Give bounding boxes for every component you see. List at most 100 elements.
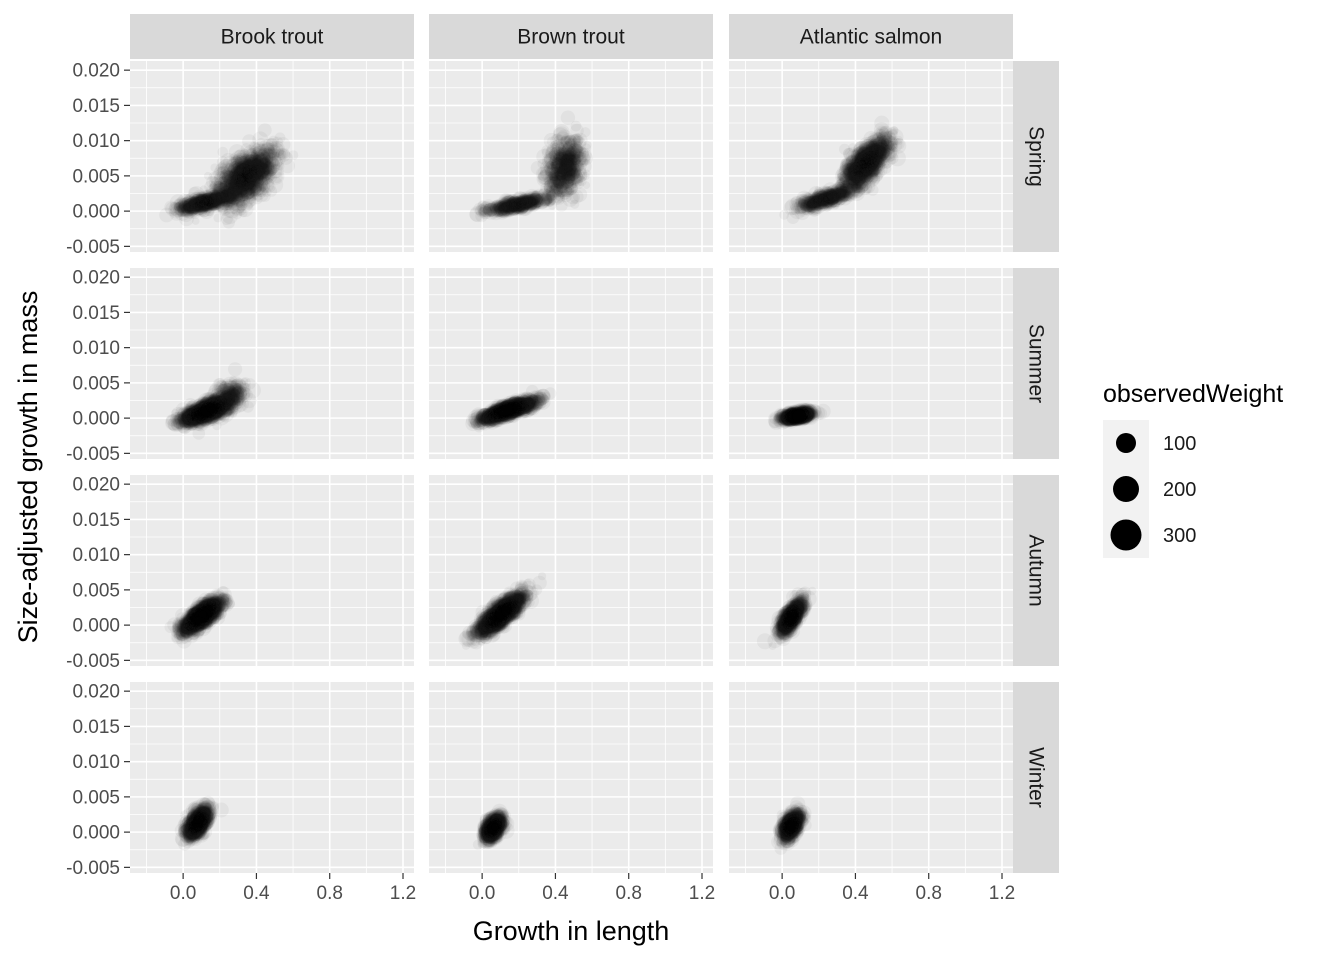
scatter-point: [218, 195, 226, 203]
scatter-point: [211, 193, 221, 203]
scatter-point: [551, 163, 563, 175]
scatter-point: [254, 185, 262, 193]
scatter-point: [565, 148, 576, 160]
scatter-point: [497, 197, 513, 214]
scatter-point: [207, 199, 217, 209]
scatter-point: [554, 168, 572, 185]
scatter-point: [211, 186, 228, 203]
scatter-point: [236, 154, 252, 169]
scatter-point: [232, 182, 248, 198]
scatter-point: [251, 173, 263, 185]
scatter-point: [240, 165, 248, 174]
scatter-point: [550, 146, 567, 163]
scatter-point: [209, 182, 219, 192]
scatter-point: [231, 165, 244, 178]
scatter-point: [193, 191, 210, 208]
scatter-point: [194, 202, 207, 215]
scatter-point: [557, 141, 573, 156]
scatter-point: [253, 167, 262, 176]
scatter-point: [216, 194, 229, 207]
scatter-point: [223, 182, 240, 198]
scatter-point: [196, 198, 206, 208]
scatter-point: [191, 197, 201, 208]
scatter-point: [564, 149, 580, 166]
scatter-point: [499, 201, 511, 214]
scatter-point: [203, 192, 219, 207]
scatter-point: [221, 184, 236, 198]
scatter-point: [226, 172, 240, 186]
scatter-point: [548, 198, 556, 206]
scatter-point: [211, 196, 221, 205]
scatter-point: [201, 198, 211, 208]
scatter-point: [230, 166, 244, 180]
scatter-point: [227, 168, 242, 182]
scatter-point: [242, 176, 256, 190]
scatter-point: [249, 170, 259, 180]
scatter-point: [186, 196, 203, 214]
scatter-point: [236, 171, 247, 183]
scatter-point: [251, 147, 261, 157]
scatter-point: [218, 192, 229, 203]
scatter-point: [217, 192, 231, 206]
scatter-point: [207, 192, 223, 207]
scatter-point: [182, 194, 199, 211]
scatter-point: [564, 144, 578, 157]
scatter-point: [549, 170, 565, 185]
scatter-point: [544, 193, 555, 204]
scatter-point: [477, 203, 492, 218]
scatter-point: [220, 191, 237, 208]
scatter-point: [570, 199, 580, 209]
scatter-point: [571, 143, 583, 155]
scatter-point: [235, 186, 247, 197]
scatter-point: [252, 154, 262, 165]
scatter-point: [262, 160, 279, 176]
scatter-point: [545, 151, 558, 165]
scatter-point: [204, 196, 214, 206]
scatter-point: [214, 163, 230, 179]
scatter-point: [219, 177, 236, 194]
scatter-point: [511, 200, 523, 211]
scatter-point: [558, 153, 571, 166]
scatter-point: [229, 171, 245, 187]
scatter-point: [576, 160, 587, 171]
scatter-point: [564, 152, 574, 162]
scatter-point: [202, 195, 213, 206]
scatter-point: [244, 180, 256, 191]
scatter-point: [215, 197, 230, 212]
scatter-point: [208, 190, 222, 205]
scatter-point: [543, 179, 559, 195]
scatter-point: [568, 146, 578, 157]
scatter-point: [543, 194, 555, 206]
scatter-point: [236, 162, 250, 176]
scatter-point: [225, 192, 240, 207]
scatter-point: [189, 197, 197, 205]
scatter-point: [259, 159, 274, 175]
scatter-point: [242, 174, 255, 187]
scatter-point: [475, 204, 489, 218]
scatter-point: [226, 175, 241, 190]
scatter-point: [236, 195, 253, 213]
scatter-point: [270, 171, 283, 184]
scatter-point: [547, 175, 560, 188]
scatter-point: [241, 175, 256, 190]
scatter-point: [213, 166, 228, 181]
scatter-point: [836, 191, 847, 202]
scatter-point: [247, 179, 265, 197]
scatter-point: [248, 175, 256, 184]
scatter-point: [240, 187, 256, 203]
scatter-point: [244, 159, 258, 173]
scatter-point: [515, 205, 523, 213]
scatter-point: [231, 174, 241, 184]
scatter-point: [226, 185, 242, 200]
scatter-point: [236, 187, 247, 197]
scatter-point: [190, 197, 203, 210]
scatter-point: [555, 164, 566, 175]
scatter-point: [241, 163, 257, 179]
scatter-point: [189, 200, 201, 211]
scatter-point: [188, 203, 198, 214]
scatter-point: [249, 165, 265, 181]
scatter-point: [230, 162, 244, 176]
scatter-point: [550, 176, 562, 188]
scatter-point: [232, 191, 244, 203]
scatter-point: [510, 201, 525, 216]
